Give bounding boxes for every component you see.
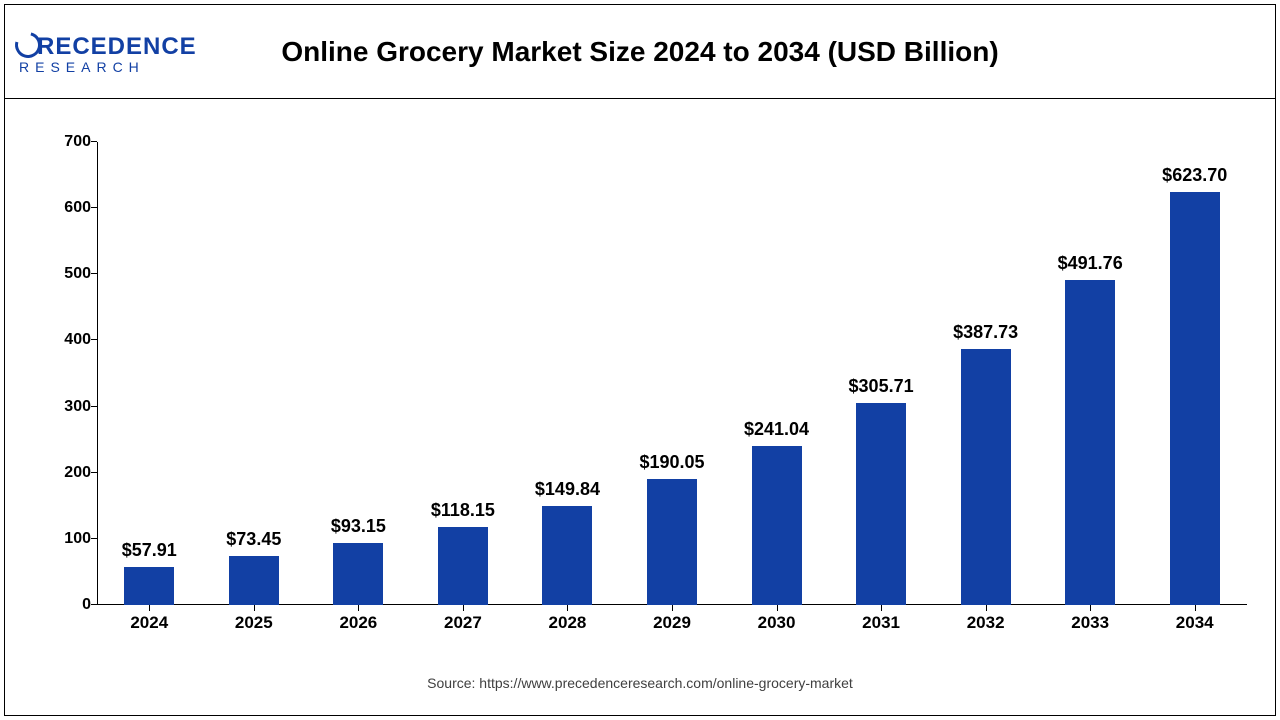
- x-tick-label: 2032: [967, 613, 1005, 633]
- y-axis-ticks: 0100200300400500600700: [45, 142, 91, 605]
- bar-value-label: $73.45: [226, 529, 281, 550]
- bar-value-label: $241.04: [744, 419, 809, 440]
- chart-frame: RECEDENCE RESEARCH Online Grocery Market…: [4, 4, 1276, 716]
- x-tick-mark: [986, 605, 987, 611]
- bar-group: $118.15: [438, 142, 488, 605]
- bar-fill: $118.15: [438, 527, 488, 605]
- y-tick-label: 600: [45, 199, 91, 217]
- y-tick-label: 0: [45, 596, 91, 614]
- x-tick-mark: [881, 605, 882, 611]
- x-tick-mark: [254, 605, 255, 611]
- x-tick-mark: [567, 605, 568, 611]
- bar-fill: $387.73: [961, 349, 1011, 605]
- bar-group: $623.70: [1170, 142, 1220, 605]
- bar-fill: $57.91: [124, 567, 174, 605]
- source-attribution: Source: https://www.precedenceresearch.c…: [5, 675, 1275, 691]
- x-tick-mark: [1195, 605, 1196, 611]
- bar-group: $190.05: [647, 142, 697, 605]
- y-tick-label: 500: [45, 265, 91, 283]
- x-tick-label: 2034: [1176, 613, 1214, 633]
- bar-value-label: $623.70: [1162, 165, 1227, 186]
- x-tick-label: 2031: [862, 613, 900, 633]
- bar-value-label: $387.73: [953, 322, 1018, 343]
- y-tick-label: 400: [45, 331, 91, 349]
- x-tick-label: 2026: [339, 613, 377, 633]
- bar-group: $93.15: [333, 142, 383, 605]
- bar-value-label: $305.71: [849, 376, 914, 397]
- bar-value-label: $491.76: [1058, 253, 1123, 274]
- bar-value-label: $57.91: [122, 540, 177, 561]
- bar-fill: $149.84: [542, 506, 592, 605]
- logo-wordmark-bottom: RESEARCH: [19, 59, 215, 75]
- x-tick-mark: [149, 605, 150, 611]
- logo-wordmark-top: RECEDENCE: [15, 28, 215, 61]
- bar-group: $57.91: [124, 142, 174, 605]
- bar-value-label: $149.84: [535, 479, 600, 500]
- bar-value-label: $118.15: [431, 500, 495, 521]
- x-tick-mark: [358, 605, 359, 611]
- y-tick-label: 700: [45, 133, 91, 151]
- y-tick-label: 200: [45, 464, 91, 482]
- bar-fill: $190.05: [647, 479, 697, 605]
- plot-area: 0100200300400500600700 $57.91$73.45$93.1…: [97, 142, 1247, 605]
- bar-value-label: $190.05: [639, 452, 704, 473]
- bar-fill: $73.45: [229, 556, 279, 605]
- bar-value-label: $93.15: [331, 516, 386, 537]
- y-tick-label: 100: [45, 530, 91, 548]
- bar-fill: $491.76: [1065, 280, 1115, 605]
- brand-logo: RECEDENCE RESEARCH: [15, 23, 215, 79]
- bars-container: $57.91 $73.45 $93.15 $118.15 $149.84 $190.05 $…: [97, 142, 1247, 605]
- bar-group: $73.45: [229, 142, 279, 605]
- x-axis-ticks: 2024 2025 2026 2027 2028 2029 2030 2031 2032 2033…: [97, 605, 1247, 637]
- x-tick-mark: [777, 605, 778, 611]
- x-tick-label: 2024: [130, 613, 168, 633]
- x-tick-label: 2030: [758, 613, 796, 633]
- x-tick-mark: [1090, 605, 1091, 611]
- x-tick-mark: [463, 605, 464, 611]
- logo-top-text: RECEDENCE: [37, 33, 197, 61]
- bar-group: $241.04: [752, 142, 802, 605]
- x-tick-label: 2025: [235, 613, 273, 633]
- bar-group: $387.73: [961, 142, 1011, 605]
- bar-fill: $93.15: [333, 543, 383, 605]
- y-tick-label: 300: [45, 398, 91, 416]
- x-tick-mark: [672, 605, 673, 611]
- header-band: RECEDENCE RESEARCH Online Grocery Market…: [5, 5, 1275, 99]
- bar-group: $305.71: [856, 142, 906, 605]
- x-tick-label: 2033: [1071, 613, 1109, 633]
- x-tick-label: 2028: [549, 613, 587, 633]
- bar-fill: $305.71: [856, 403, 906, 605]
- x-tick-label: 2027: [444, 613, 482, 633]
- bar-fill: $241.04: [752, 446, 802, 605]
- bar-group: $491.76: [1065, 142, 1115, 605]
- bar-group: $149.84: [542, 142, 592, 605]
- x-tick-label: 2029: [653, 613, 691, 633]
- bar-fill: $623.70: [1170, 192, 1220, 605]
